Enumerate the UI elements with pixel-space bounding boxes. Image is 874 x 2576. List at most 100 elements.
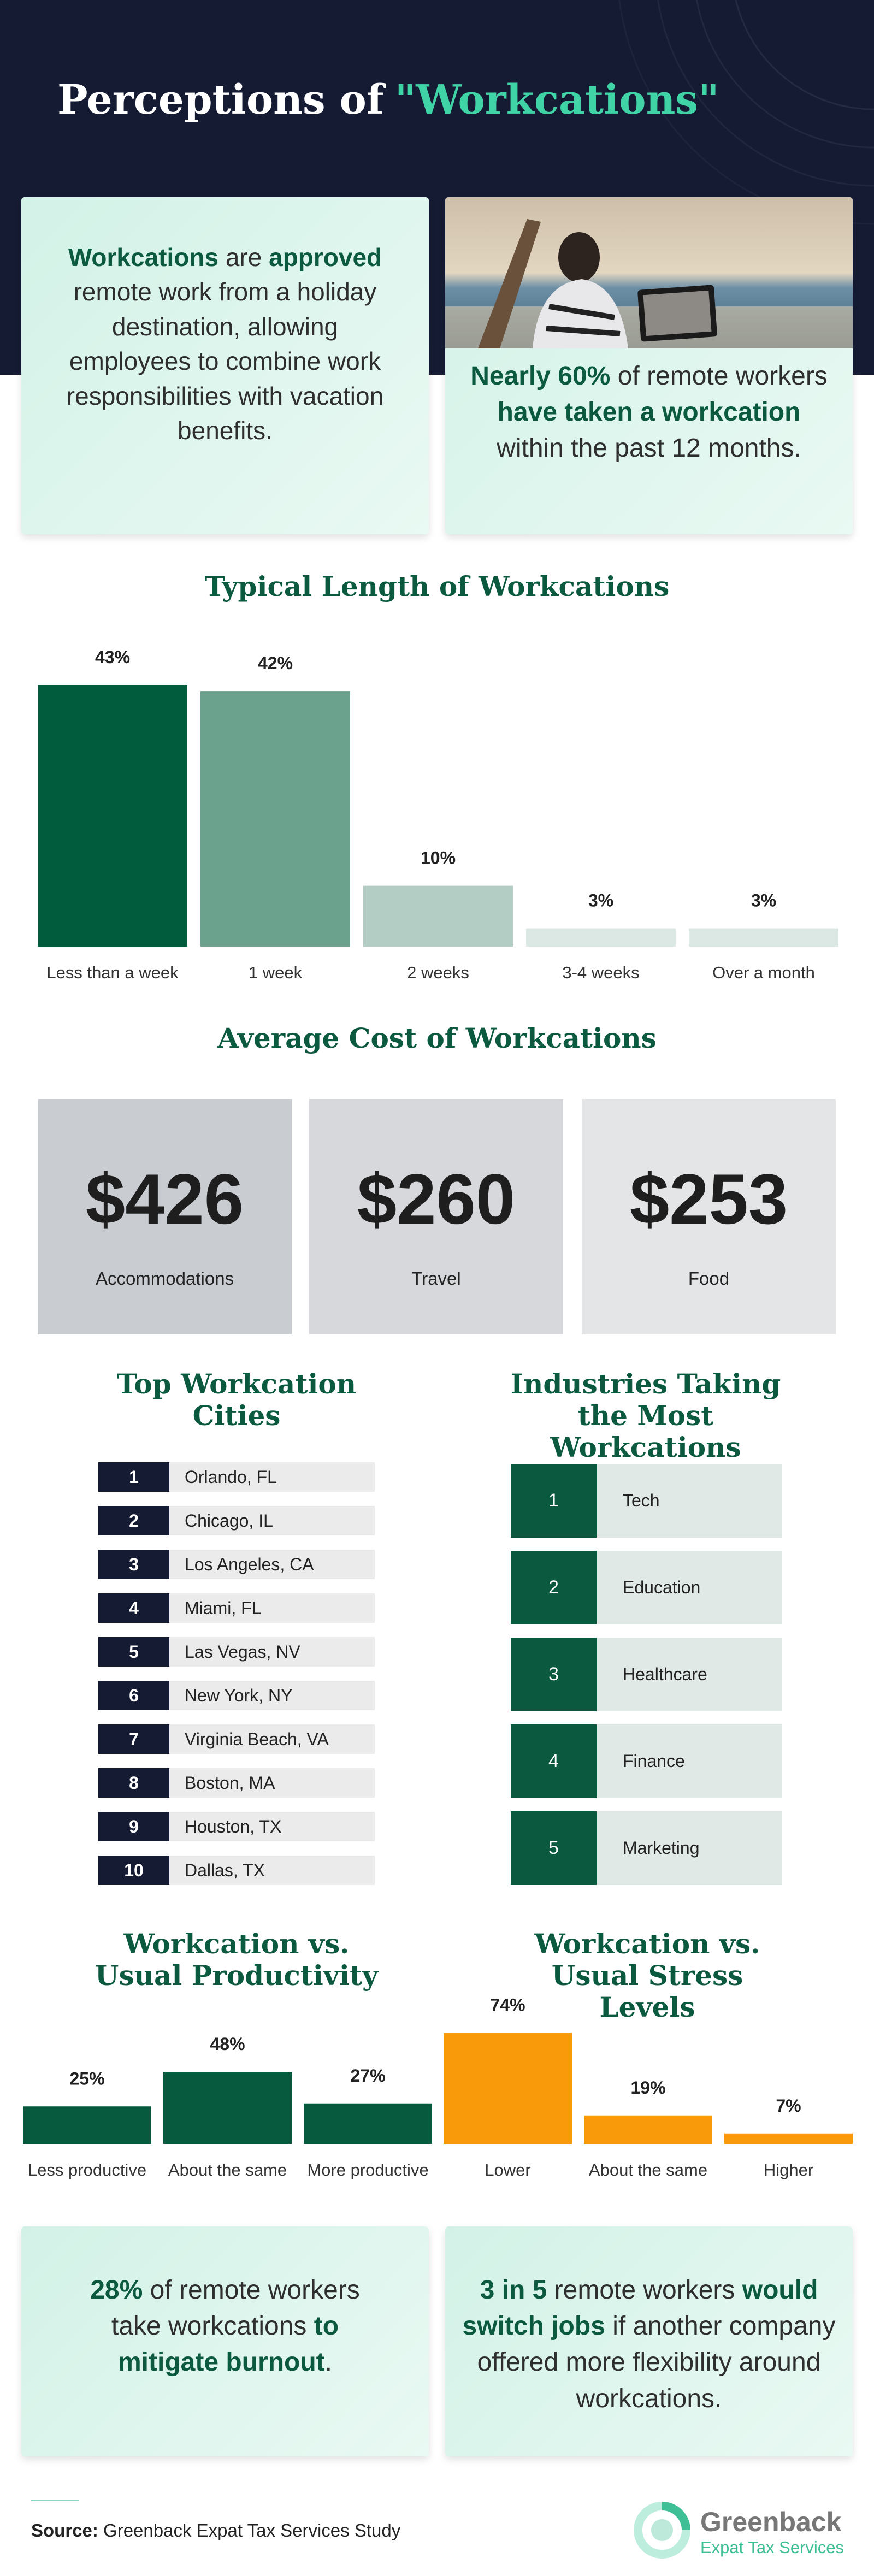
city-name: New York, NY: [169, 1681, 375, 1710]
bar: [163, 2072, 292, 2144]
city-name: Orlando, FL: [169, 1462, 375, 1492]
industry-name: Tech: [597, 1464, 782, 1538]
section-title: Average Cost of Workcations: [217, 1022, 657, 1054]
rank-badge: 3: [98, 1550, 169, 1579]
rank-badge: 8: [98, 1768, 169, 1798]
callout-emphasis: Workcations: [68, 243, 219, 271]
source-note: Source: Greenback Expat Tax Services Stu…: [31, 2520, 400, 2541]
rank-badge: 9: [98, 1812, 169, 1841]
rank-badge: 1: [511, 1464, 597, 1538]
bar: [689, 928, 838, 947]
bar: [38, 684, 187, 947]
value-label: 74%: [490, 1995, 525, 2015]
value-label: 27%: [350, 2066, 385, 2085]
city-name: Virginia Beach, VA: [169, 1724, 375, 1754]
rank-badge: 10: [98, 1856, 169, 1885]
industry-name: Marketing: [597, 1811, 782, 1885]
category-label: Less productive: [28, 2160, 146, 2179]
callout-emphasis: have taken a workcation: [497, 398, 801, 427]
rank-badge: 4: [511, 1724, 597, 1798]
callout-run: remote workers: [547, 2276, 742, 2305]
value-label: 7%: [776, 2096, 801, 2116]
callout-text: Workcations are approved remote work fro…: [60, 240, 391, 448]
page-title: Perceptions of "Workcations": [57, 76, 719, 123]
source-label: Source:: [31, 2520, 98, 2540]
photo: [445, 197, 853, 348]
callout-run: of remote workers: [610, 362, 828, 391]
city-name: Miami, FL: [169, 1593, 375, 1623]
callout-run: of remote workers take workcations: [111, 2276, 360, 2341]
section-title: Industries Taking the Most Workcations: [510, 1368, 781, 1463]
callout-card: [445, 197, 853, 534]
chart-title: Workcation vs. Usual Productivity: [95, 1928, 379, 1992]
category-label: 3-4 weeks: [562, 963, 639, 982]
callout-text: Nearly 60% of remote workers have taken …: [470, 358, 828, 467]
rank-badge: 7: [98, 1724, 169, 1754]
category-label: More productive: [307, 2160, 428, 2179]
callout-emphasis: Nearly 60%: [470, 362, 611, 391]
callout-emphasis: to mitigate burnout: [118, 2312, 339, 2377]
category-label: 1 week: [249, 963, 303, 982]
city-name: Las Vegas, NV: [169, 1637, 375, 1667]
cost-amount: $253: [629, 1159, 788, 1239]
section-title: Top Workcation Cities: [116, 1368, 357, 1432]
rank-badge: 2: [511, 1551, 597, 1624]
city-name: Chicago, IL: [169, 1506, 375, 1535]
title-highlight: "Workcations": [394, 76, 719, 123]
callout-run: .: [324, 2348, 332, 2377]
callout-run: within the past 12 months.: [497, 434, 801, 463]
footer-rule: [31, 2500, 79, 2501]
value-label: 3%: [588, 891, 613, 911]
bar: [526, 928, 676, 947]
cost-box: $253 Food: [582, 1099, 836, 1334]
city-name: Houston, TX: [169, 1812, 375, 1841]
industry-name: Education: [597, 1551, 782, 1624]
callout-run: if another company offered more flexibil…: [477, 2312, 836, 2413]
category-label: 2 weeks: [407, 963, 469, 982]
chart-title: Typical Length of Workcations: [204, 570, 670, 602]
category-label: Over a month: [712, 963, 815, 982]
value-label: 25%: [69, 2069, 104, 2088]
value-label: 19%: [630, 2078, 665, 2098]
bar: [724, 2133, 853, 2144]
cost-box: $260 Travel: [309, 1099, 563, 1334]
cost-amount: $260: [357, 1159, 516, 1239]
brand-name: Greenback: [700, 2507, 842, 2537]
chart-title: Workcation vs. Usual Stress Levels: [534, 1928, 760, 2023]
bar: [23, 2106, 151, 2144]
city-name: Los Angeles, CA: [169, 1550, 375, 1579]
value-label: 3%: [751, 891, 776, 911]
title-text: Perceptions of: [57, 76, 384, 123]
value-label: 42%: [258, 653, 293, 673]
rank-badge: 3: [511, 1638, 597, 1711]
rank-badge: 6: [98, 1681, 169, 1710]
rank-badge: 1: [98, 1462, 169, 1492]
value-label: 10%: [421, 848, 456, 868]
bar: [363, 885, 513, 947]
callout-emphasis: 28%: [90, 2276, 143, 2305]
callout-emphasis: approved: [269, 243, 382, 271]
value-label: 48%: [210, 2034, 245, 2054]
category-label: Higher: [764, 2160, 813, 2179]
industry-name: Healthcare: [597, 1638, 782, 1711]
bar: [444, 2033, 572, 2144]
category-label: About the same: [589, 2160, 707, 2179]
category-label: Lower: [485, 2160, 530, 2179]
bar: [304, 2103, 432, 2144]
cost-label: Travel: [411, 1268, 461, 1289]
source-text: Greenback Expat Tax Services Study: [103, 2520, 401, 2540]
city-name: Dallas, TX: [169, 1856, 375, 1885]
rank-badge: 5: [511, 1811, 597, 1885]
callout-card: [21, 197, 429, 534]
callout-text: 28% of remote workers take workcations t…: [70, 2272, 380, 2381]
rank-badge: 5: [98, 1637, 169, 1667]
callout-card: [445, 2226, 853, 2456]
callout-emphasis: 3 in 5: [480, 2276, 547, 2305]
callout-text: 3 in 5 remote workers would switch jobs …: [462, 2272, 836, 2417]
value-label: 43%: [95, 647, 130, 667]
category-label: Less than a week: [46, 963, 179, 982]
brand-sub: Expat Tax Services: [700, 2538, 845, 2557]
cost-label: Food: [688, 1268, 730, 1289]
